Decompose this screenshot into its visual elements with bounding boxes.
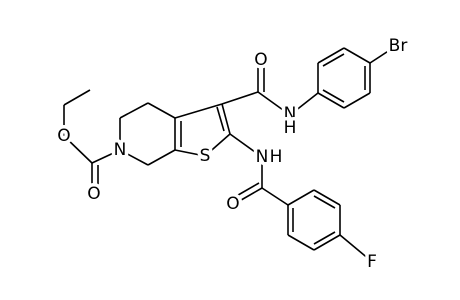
bonds [63,45,397,261]
atom-labels: O O N S O N H Br N H O F [54,33,411,276]
atom-label: H [284,118,297,138]
atom-label: O [87,184,100,204]
atom-label: O [226,194,239,214]
atom-label: Br [389,36,408,56]
atom-label: S [200,146,211,166]
atom-label: O [57,126,70,146]
atom-label: N [256,147,269,167]
atom-label: N [284,104,297,124]
atom-label: N [114,140,127,160]
atom-label: O [254,50,267,70]
atom-label: F [367,252,377,272]
atom-label: H [270,147,283,167]
